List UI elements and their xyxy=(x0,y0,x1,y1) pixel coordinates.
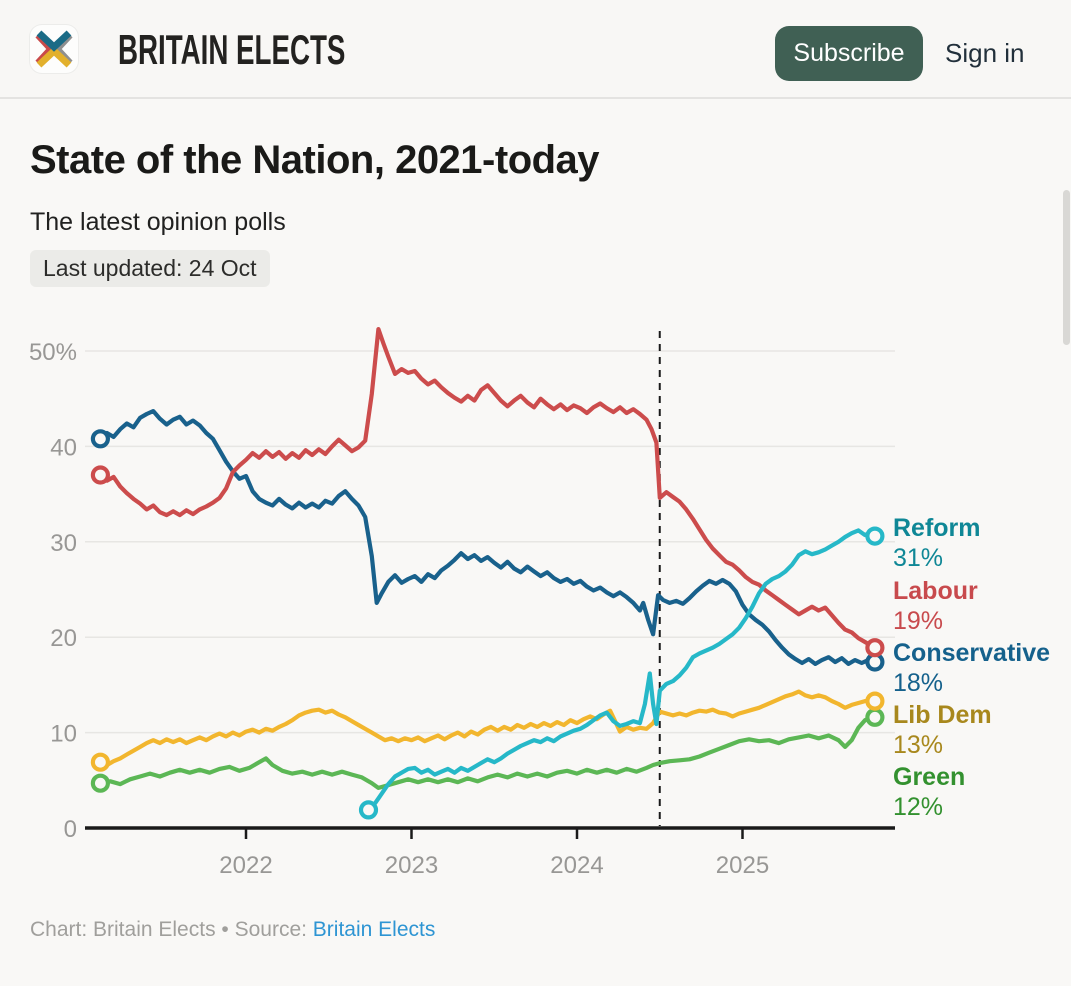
series-line-labour xyxy=(98,327,878,650)
series-endpoint-green xyxy=(90,773,111,793)
series-line-reform xyxy=(366,528,878,813)
attribution-text: Chart: Britain Elects • Source: xyxy=(30,918,313,941)
britain-elects-logo[interactable] xyxy=(30,25,78,73)
series-endpoint-reform xyxy=(865,526,885,546)
x-axis-label: 2023 xyxy=(385,852,438,879)
series-endpoint-conservative xyxy=(90,429,111,449)
scrollbar-thumb[interactable] xyxy=(1063,190,1070,345)
x-axis-label: 2025 xyxy=(716,852,769,879)
series-endpoint-libdem xyxy=(90,752,111,772)
series-line-green xyxy=(98,715,878,791)
series-endpoint-libdem xyxy=(865,691,885,711)
site-header: BRITAIN ELECTS Subscribe Sign in xyxy=(0,0,1071,99)
last-updated-badge: Last updated: 24 Oct xyxy=(30,250,270,287)
page-subtitle: The latest opinion polls xyxy=(30,208,286,236)
logo-x-icon xyxy=(35,30,73,68)
y-axis-label: 10 xyxy=(50,721,77,748)
y-axis-label: 50% xyxy=(29,339,77,366)
y-axis-label: 30 xyxy=(50,530,77,557)
source-link[interactable]: Britain Elects xyxy=(312,918,436,941)
x-axis-label: 2022 xyxy=(219,852,272,879)
series-line-conservative xyxy=(98,409,878,667)
series-endpoint-reform xyxy=(358,800,379,820)
series-endpoint-labour xyxy=(865,638,885,658)
series-endpoint-green xyxy=(865,707,885,727)
x-axis-label: 2024 xyxy=(550,852,603,879)
series-endpoint-labour xyxy=(90,465,111,485)
y-axis-label: 20 xyxy=(50,625,77,652)
page-title: State of the Nation, 2021-today xyxy=(30,138,600,182)
subscribe-button[interactable]: Subscribe xyxy=(775,26,923,81)
sign-in-link[interactable]: Sign in xyxy=(945,38,1025,68)
y-axis-label: 40 xyxy=(50,434,77,461)
y-axis-label: 0 xyxy=(64,816,77,843)
series-line-libdem xyxy=(98,689,878,768)
chart-attribution: Chart: Britain Elects • Source: Britain … xyxy=(30,918,435,942)
brand-wordmark[interactable]: BRITAIN ELECTS xyxy=(118,26,346,73)
